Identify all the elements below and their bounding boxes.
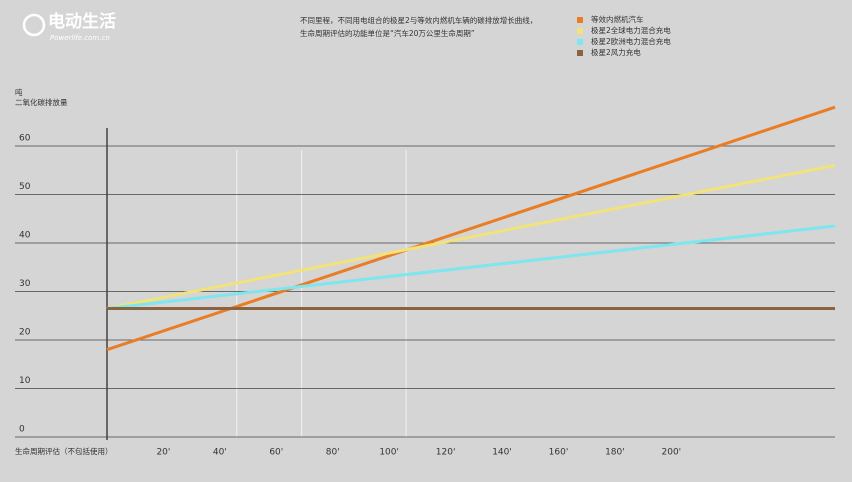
series-line (106, 163, 836, 310)
x-tick-label: 60' (269, 448, 283, 458)
legend-label: 等效内燃机汽车 (591, 14, 644, 24)
legend-swatch (577, 50, 583, 56)
legend-label: 极星2欧洲电力混合充电 (591, 36, 671, 46)
y-tick-label: 50 (19, 182, 31, 192)
series-line (106, 224, 836, 310)
x-tick-label: 20' (156, 448, 170, 458)
y-tick-label: 0 (19, 425, 25, 435)
x-tick-label: 200' (662, 448, 682, 458)
x-tick-label: 100' (379, 448, 399, 458)
logo-name: 电动生活 (48, 11, 116, 32)
legend-swatch (577, 17, 583, 23)
legend-swatch (577, 28, 583, 34)
legend-swatch (577, 39, 583, 45)
y-tick-label: 20 (19, 328, 31, 338)
x-axis-label: 生命周期评估（不包括使用） (15, 446, 113, 456)
y-tick-label: 40 (19, 231, 31, 241)
y-axis-label: 吨 (15, 87, 23, 97)
legend-label: 极星2全球电力混合充电 (591, 25, 671, 35)
x-tick-label: 120' (436, 448, 456, 458)
x-tick-label: 40' (213, 448, 227, 458)
x-tick-label: 140' (492, 448, 512, 458)
y-axis-label: 二氧化碳排放量 (15, 97, 68, 107)
x-tick-label: 160' (549, 448, 569, 458)
subtitle: 生命周期评估的功能单位是“汽车20万公里生命周期” (300, 28, 475, 38)
x-tick-label: 80' (326, 448, 340, 458)
y-tick-label: 60 (19, 134, 31, 144)
logo-icon (22, 13, 46, 37)
legend-label: 极星2风力充电 (591, 47, 641, 57)
y-tick-label: 30 (19, 279, 31, 289)
logo-url: Powerlife.com.cn (50, 34, 110, 42)
subtitle: 不同里程，不同用电组合的极星2与等效内燃机车辆的碳排放增长曲线， (300, 15, 537, 25)
x-tick-label: 180' (605, 448, 625, 458)
y-tick-label: 10 (19, 376, 31, 386)
